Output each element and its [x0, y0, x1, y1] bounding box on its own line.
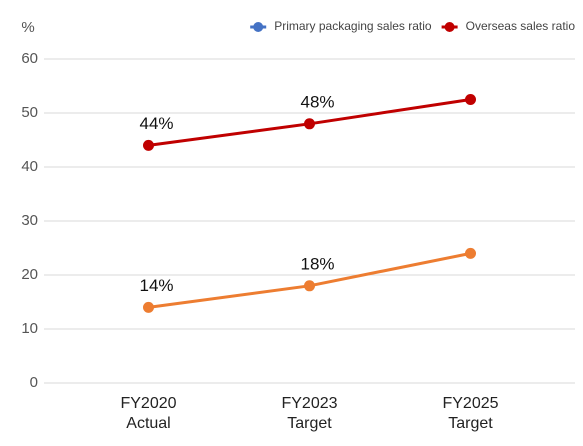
- y-tick-label: 50: [21, 104, 38, 121]
- x-tick-label: Target: [287, 415, 332, 432]
- legend-marker: [444, 22, 455, 32]
- y-tick-label: 30: [21, 212, 38, 229]
- data-point: [465, 247, 476, 259]
- data-label: 44%: [139, 114, 173, 133]
- data-label: 48%: [300, 92, 334, 111]
- data-point: [143, 301, 154, 313]
- x-tick-label: FY2025: [442, 395, 498, 412]
- y-axis-label: %: [21, 19, 34, 36]
- y-tick-label: 60: [21, 50, 38, 67]
- y-tick-label: 40: [21, 158, 38, 175]
- legend-marker: [253, 22, 264, 32]
- data-point: [465, 94, 476, 105]
- x-tick-label: FY2023: [281, 395, 337, 412]
- x-tick-label: Actual: [126, 415, 170, 432]
- data-label: 18%: [300, 254, 334, 273]
- data-point: [304, 280, 315, 292]
- y-tick-label: 0: [30, 374, 38, 391]
- data-label: 14%: [139, 276, 173, 295]
- legend-label: Primary packaging sales ratio: [274, 19, 432, 33]
- x-tick-label: FY2020: [120, 395, 176, 412]
- x-tick-label: Target: [448, 415, 493, 432]
- legend-label: Overseas sales ratio: [466, 19, 576, 33]
- data-point: [304, 118, 315, 130]
- data-point: [143, 139, 154, 151]
- y-tick-label: 20: [21, 266, 38, 283]
- y-tick-label: 10: [21, 320, 38, 337]
